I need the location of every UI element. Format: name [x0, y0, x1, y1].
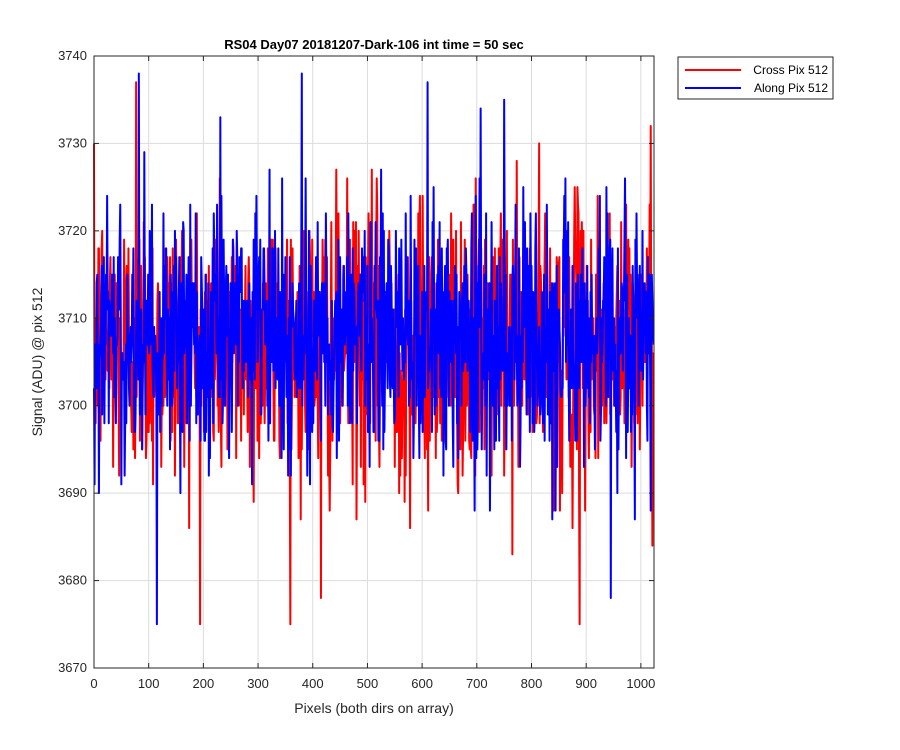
x-tick-label: 1000 — [626, 676, 655, 691]
chart-title: RS04 Day07 20181207-Dark-106 int time = … — [224, 37, 524, 52]
y-axis-label: Signal (ADU) @ pix 512 — [29, 287, 45, 436]
legend-label-cross: Cross Pix 512 — [753, 63, 828, 77]
x-tick-label: 200 — [193, 676, 215, 691]
legend-box — [677, 56, 834, 100]
legend-label-along: Along Pix 512 — [754, 81, 828, 95]
x-tick-label: 100 — [138, 676, 160, 691]
legend: Cross Pix 512 Along Pix 512 — [677, 56, 834, 100]
plot-frame — [93, 55, 655, 669]
x-axis-label: Pixels (both dirs on array) — [294, 700, 454, 716]
x-tick-label: 400 — [302, 676, 324, 691]
y-tick-label: 3670 — [58, 660, 87, 675]
x-tick-label: 900 — [575, 676, 597, 691]
x-tick-label: 700 — [466, 676, 488, 691]
x-tick-label: 800 — [521, 676, 543, 691]
y-tick-label: 3690 — [58, 485, 87, 500]
y-tick-label: 3710 — [58, 310, 87, 325]
x-tick-label: 0 — [90, 676, 97, 691]
series-line-along-pix — [93, 72, 655, 626]
x-tick-label: 600 — [411, 676, 433, 691]
x-tick-label: 500 — [357, 676, 379, 691]
y-tick-label: 3740 — [58, 48, 87, 63]
y-tick-label: 3720 — [58, 223, 87, 238]
axis-ticks: 0 100 200 300 400 500 600 700 800 900 1000 3670 3680… — [58, 48, 655, 691]
y-tick-label: 3700 — [58, 398, 87, 413]
data-lines — [93, 72, 655, 626]
y-tick-label: 3730 — [58, 135, 87, 150]
x-tick-label: 300 — [247, 676, 269, 691]
y-tick-label: 3680 — [58, 573, 87, 588]
